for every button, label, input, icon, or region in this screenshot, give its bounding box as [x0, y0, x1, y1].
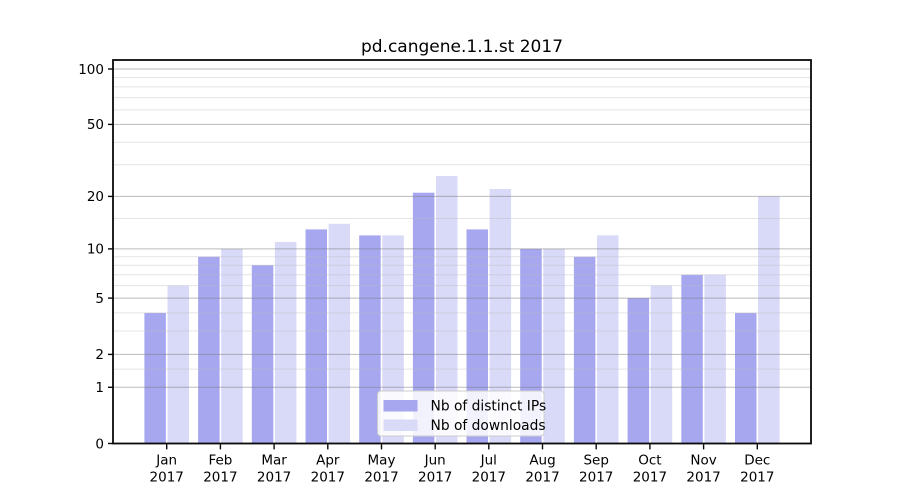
legend-box — [377, 390, 545, 437]
legend-label-ips: Nb of distinct IPs — [431, 399, 547, 415]
bar-downloads-dec — [758, 196, 780, 444]
y-tick-label: 10 — [87, 242, 104, 258]
bar-downloads-mar — [274, 241, 297, 444]
bar-downloads-apr — [328, 223, 351, 444]
legend-swatch-downloads — [383, 419, 418, 431]
chart-title: pd.cangene.1.1.st 2017 — [361, 37, 563, 57]
x-tick-label-month: Jul — [480, 453, 497, 469]
x-tick-label-year: 2017 — [740, 470, 774, 486]
bar-ips-feb — [198, 256, 220, 444]
bar-downloads-nov — [704, 274, 726, 444]
bar-downloads-sep — [597, 235, 619, 444]
x-tick-label-month: Dec — [744, 453, 770, 469]
x-tick-label-year: 2017 — [418, 470, 452, 486]
x-tick-label-year: 2017 — [203, 470, 237, 486]
y-tick-label: 0 — [95, 436, 104, 452]
x-tick-label-year: 2017 — [257, 470, 291, 486]
bar-ips-oct — [627, 298, 650, 444]
bar-ips-dec — [735, 312, 757, 444]
x-tick-label-month: Oct — [638, 453, 661, 469]
bar-ips-sep — [573, 256, 596, 444]
x-tick-label-year: 2017 — [311, 470, 345, 486]
y-tick-label: 5 — [95, 291, 104, 307]
legend-label-downloads: Nb of downloads — [431, 418, 546, 434]
x-tick-label-month: Mar — [261, 453, 287, 469]
x-tick-label-month: Nov — [690, 453, 716, 469]
x-tick-label-year: 2017 — [579, 470, 613, 486]
gridlines-layer — [113, 68, 811, 388]
y-tick-label: 1 — [95, 380, 104, 396]
x-tick-label-month: Jun — [424, 453, 446, 469]
x-tick-label-month: Jan — [155, 453, 177, 469]
legend: Nb of distinct IPs Nb of downloads — [377, 390, 547, 437]
x-tick-label-year: 2017 — [150, 470, 184, 486]
x-tick-label-month: Feb — [208, 453, 232, 469]
bar-downloads-feb — [221, 248, 243, 444]
y-tick-label: 2 — [95, 347, 104, 363]
bar-ips-nov — [681, 274, 703, 444]
axis-labels-layer: 0125102050100Jan2017Feb2017Mar2017Apr201… — [78, 62, 774, 486]
bar-downloads-jun — [436, 176, 458, 444]
x-tick-label-month: Aug — [529, 453, 555, 469]
plot-border — [112, 59, 812, 445]
bar-ips-jun — [412, 192, 435, 444]
x-tick-label-month: May — [368, 453, 396, 469]
bar-ips-may — [359, 235, 381, 444]
bar-downloads-jul — [489, 189, 512, 444]
legend-swatch-ips — [383, 400, 418, 412]
y-tick-label: 20 — [87, 189, 104, 205]
bars-layer — [144, 176, 780, 444]
bar-ips-apr — [305, 229, 327, 444]
x-tick-label-year: 2017 — [686, 470, 720, 486]
y-tick-label: 100 — [78, 62, 104, 78]
bar-ips-jul — [466, 229, 488, 444]
x-tick-label-year: 2017 — [633, 470, 667, 486]
y-tick-label: 50 — [87, 117, 104, 133]
x-tick-label-year: 2017 — [525, 470, 559, 486]
bar-downloads-oct — [650, 285, 673, 444]
bar-downloads-aug — [543, 248, 565, 444]
axes-layer — [108, 59, 812, 450]
x-tick-label-year: 2017 — [472, 470, 506, 486]
x-tick-label-year: 2017 — [364, 470, 398, 486]
bar-downloads-jan — [167, 285, 189, 444]
x-tick-label-month: Sep — [583, 453, 608, 469]
x-tick-label-month: Apr — [316, 453, 340, 469]
bar-ips-jan — [144, 312, 166, 444]
